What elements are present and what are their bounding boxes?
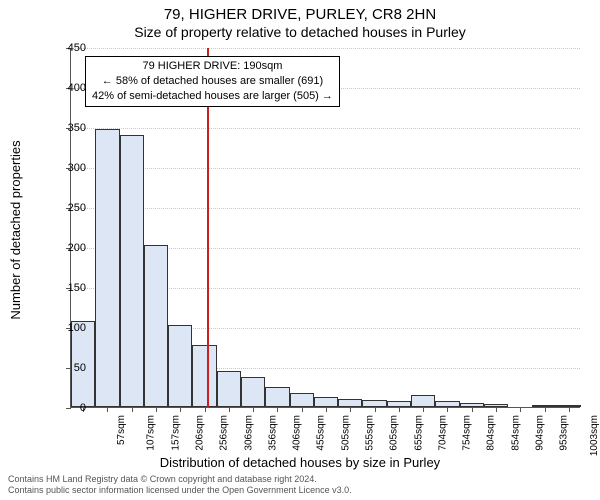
xtick-label: 555sqm bbox=[365, 415, 376, 451]
gridline bbox=[71, 208, 580, 209]
xtick-label: 57sqm bbox=[116, 415, 127, 445]
xtick-mark bbox=[399, 407, 400, 412]
callout-line-2: ← 58% of detached houses are smaller (69… bbox=[92, 74, 333, 89]
xtick-mark bbox=[520, 407, 521, 412]
xtick-mark bbox=[156, 407, 157, 412]
footer-attribution: Contains HM Land Registry data © Crown c… bbox=[8, 474, 352, 496]
xtick-mark bbox=[423, 407, 424, 412]
ytick-label: 350 bbox=[68, 122, 86, 134]
xtick-mark bbox=[545, 407, 546, 412]
histogram-bar bbox=[192, 345, 216, 407]
histogram-bar bbox=[217, 371, 241, 407]
marker-callout: 79 HIGHER DRIVE: 190sqm← 58% of detached… bbox=[85, 56, 340, 107]
xtick-label: 953sqm bbox=[559, 415, 570, 451]
xtick-mark bbox=[277, 407, 278, 412]
xtick-mark bbox=[302, 407, 303, 412]
histogram-bar bbox=[168, 325, 192, 407]
xtick-label: 356sqm bbox=[267, 415, 278, 451]
xtick-label: 704sqm bbox=[437, 415, 448, 451]
xtick-label: 505sqm bbox=[340, 415, 351, 451]
histogram-bar bbox=[95, 129, 119, 407]
histogram-bar bbox=[265, 387, 289, 407]
xtick-label: 904sqm bbox=[535, 415, 546, 451]
xtick-mark bbox=[375, 407, 376, 412]
xtick-label: 256sqm bbox=[219, 415, 230, 451]
xtick-label: 455sqm bbox=[316, 415, 327, 451]
histogram-bar bbox=[144, 245, 168, 407]
xtick-label: 107sqm bbox=[146, 415, 157, 451]
xtick-label: 605sqm bbox=[389, 415, 400, 451]
ytick-label: 250 bbox=[68, 202, 86, 214]
chart-title: 79, HIGHER DRIVE, PURLEY, CR8 2HN bbox=[0, 6, 600, 23]
xtick-label: 854sqm bbox=[510, 415, 521, 451]
ytick-label: 0 bbox=[80, 402, 86, 414]
ytick-label: 400 bbox=[68, 82, 86, 94]
xtick-mark bbox=[326, 407, 327, 412]
histogram-bar bbox=[338, 399, 362, 407]
histogram-bar bbox=[314, 397, 338, 407]
xtick-mark bbox=[472, 407, 473, 412]
callout-line-1: 79 HIGHER DRIVE: 190sqm bbox=[92, 59, 333, 74]
xtick-label: 655sqm bbox=[413, 415, 424, 451]
histogram-bar bbox=[120, 135, 144, 407]
xtick-mark bbox=[569, 407, 570, 412]
xtick-label: 804sqm bbox=[486, 415, 497, 451]
ytick-label: 100 bbox=[68, 322, 86, 334]
ytick-label: 200 bbox=[68, 242, 86, 254]
ytick-label: 50 bbox=[74, 362, 86, 374]
xtick-label: 306sqm bbox=[243, 415, 254, 451]
xtick-label: 1003sqm bbox=[589, 415, 600, 456]
xtick-label: 157sqm bbox=[170, 415, 181, 451]
xtick-mark bbox=[180, 407, 181, 412]
xtick-mark bbox=[132, 407, 133, 412]
xtick-mark bbox=[447, 407, 448, 412]
gridline bbox=[71, 48, 580, 49]
chart-subtitle: Size of property relative to detached ho… bbox=[0, 24, 600, 40]
footer-line-1: Contains HM Land Registry data © Crown c… bbox=[8, 474, 352, 485]
histogram-chart: 79, HIGHER DRIVE, PURLEY, CR8 2HN Size o… bbox=[0, 0, 600, 500]
xtick-mark bbox=[253, 407, 254, 412]
histogram-bar bbox=[290, 393, 314, 407]
callout-line-3: 42% of semi-detached houses are larger (… bbox=[92, 89, 333, 104]
gridline bbox=[71, 168, 580, 169]
footer-line-2: Contains public sector information licen… bbox=[8, 485, 352, 496]
xtick-label: 754sqm bbox=[462, 415, 473, 451]
histogram-bar bbox=[411, 395, 435, 407]
histogram-bar bbox=[241, 377, 265, 407]
ytick-label: 300 bbox=[68, 162, 86, 174]
gridline bbox=[71, 128, 580, 129]
xtick-mark bbox=[350, 407, 351, 412]
xtick-mark bbox=[107, 407, 108, 412]
histogram-bar bbox=[362, 400, 386, 407]
ytick-label: 450 bbox=[68, 42, 86, 54]
xtick-mark bbox=[496, 407, 497, 412]
y-axis-label: Number of detached properties bbox=[8, 140, 23, 319]
xtick-mark bbox=[229, 407, 230, 412]
x-axis-label: Distribution of detached houses by size … bbox=[0, 455, 600, 470]
ytick-mark bbox=[66, 408, 71, 409]
xtick-mark bbox=[205, 407, 206, 412]
xtick-label: 206sqm bbox=[195, 415, 206, 451]
plot-area: 79 HIGHER DRIVE: 190sqm← 58% of detached… bbox=[70, 48, 580, 408]
xtick-label: 406sqm bbox=[292, 415, 303, 451]
ytick-label: 150 bbox=[68, 282, 86, 294]
